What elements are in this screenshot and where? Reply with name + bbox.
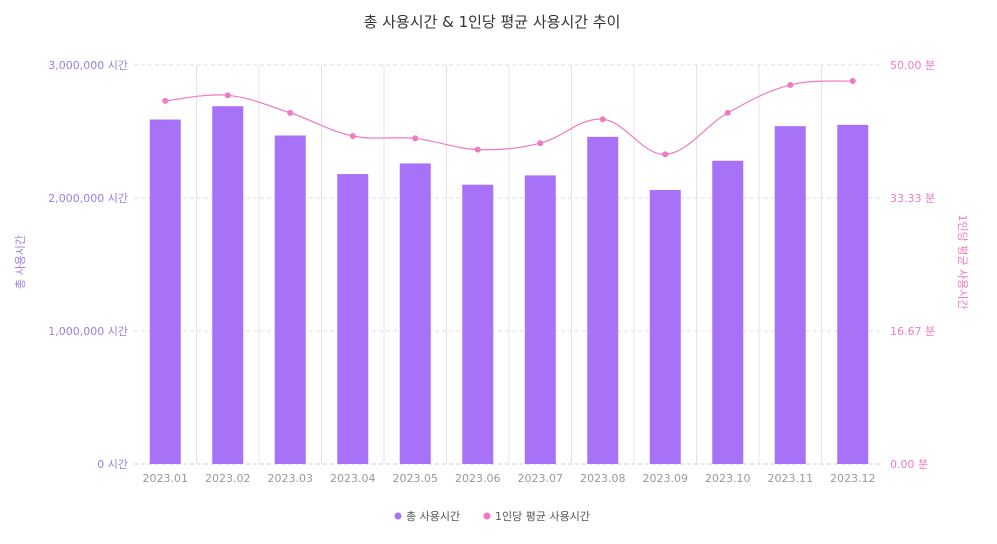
- line-point: [849, 77, 856, 84]
- line-point: [662, 151, 669, 158]
- bar: [524, 175, 556, 464]
- right-tick-label: 0.00 분: [890, 458, 928, 471]
- left-tick-label: 0 시간: [97, 458, 128, 471]
- line-point: [287, 109, 294, 116]
- bar: [587, 136, 619, 464]
- bar: [149, 119, 181, 464]
- legend-marker-line: [483, 512, 491, 520]
- left-tick-label: 1,000,000 시간: [48, 325, 128, 338]
- left-axis-title: 총 사용시간: [14, 235, 27, 289]
- bar: [712, 160, 744, 464]
- x-tick-label: 2023.03: [268, 472, 314, 485]
- right-axis-title: 1인당 평균 사용시간: [956, 215, 969, 310]
- bar-series: [149, 106, 869, 465]
- right-tick-label: 50.00 분: [890, 59, 935, 72]
- legend-label: 1인당 평균 사용시간: [495, 510, 590, 523]
- line-point: [599, 116, 606, 123]
- left-axis-ticks: 0 시간 1,000,000 시간 2,000,000 시간 3,000,000 시간: [48, 59, 128, 471]
- line-point: [412, 135, 419, 142]
- x-tick-label: 2023.06: [455, 472, 501, 485]
- line-point: [162, 97, 169, 104]
- left-tick-label: 2,000,000 시간: [48, 192, 128, 205]
- x-tick-label: 2023.08: [580, 472, 626, 485]
- right-axis-ticks: 0.00 분 16.67 분 33.33 분 50.00 분: [890, 59, 935, 471]
- bar: [399, 163, 431, 465]
- x-tick-label: 2023.09: [643, 472, 689, 485]
- left-tick-label: 3,000,000 시간: [48, 59, 128, 72]
- legend-marker-bar: [394, 512, 402, 520]
- x-tick-label: 2023.05: [393, 472, 439, 485]
- x-tick-label: 2023.02: [205, 472, 251, 485]
- bar: [212, 106, 244, 464]
- line-point: [787, 81, 794, 88]
- chart-title: 총 사용시간 & 1인당 평균 사용시간 추이: [364, 13, 621, 31]
- x-axis-ticks: 2023.01 2023.02 2023.03 2023.04 2023.05 2023.…: [143, 472, 876, 485]
- x-gridlines: [196, 65, 822, 464]
- bar: [774, 126, 806, 465]
- line-point: [537, 140, 544, 147]
- x-tick-label: 2023.11: [768, 472, 814, 485]
- right-tick-label: 16.67 분: [890, 325, 935, 338]
- bar: [837, 124, 869, 464]
- bar: [649, 190, 681, 464]
- x-tick-label: 2023.10: [705, 472, 751, 485]
- line-point: [474, 146, 481, 153]
- line-series: [162, 77, 856, 158]
- legend-label: 총 사용시간: [406, 510, 460, 523]
- bar: [337, 174, 369, 464]
- line-point: [224, 92, 231, 99]
- x-tick-label: 2023.04: [330, 472, 376, 485]
- right-tick-label: 33.33 분: [890, 192, 935, 205]
- bar: [274, 135, 306, 465]
- line-point: [724, 109, 731, 116]
- x-tick-label: 2023.01: [143, 472, 189, 485]
- bar: [462, 184, 494, 464]
- legend: 총 사용시간 1인당 평균 사용시간: [394, 510, 590, 523]
- x-tick-label: 2023.07: [518, 472, 564, 485]
- x-tick-label: 2023.12: [830, 472, 876, 485]
- line-point: [349, 133, 356, 140]
